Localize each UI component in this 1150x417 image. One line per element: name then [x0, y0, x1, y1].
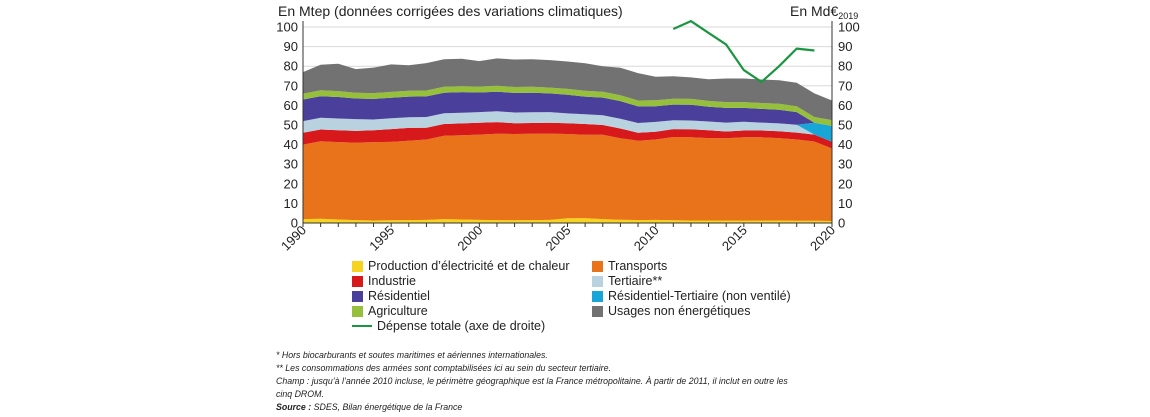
spending-line-path [672, 20, 815, 84]
legend-item-elec: Production d’électricité et de chaleur [352, 259, 570, 273]
y-tick-right-20: 20 [838, 176, 852, 191]
y-tick-left-90: 90 [284, 39, 298, 54]
area-series-7 [303, 58, 832, 121]
y-tick-right-60: 60 [838, 98, 852, 113]
source-text: SDES, Bilan énergétique de la France [311, 402, 463, 412]
legend-item-depense: Dépense totale (axe de droite) [352, 319, 545, 333]
x-tick-1990: 1990 [278, 223, 309, 254]
legend-item-tertiaire: Tertiaire** [592, 274, 662, 288]
legend-item-transports: Transports [592, 259, 667, 273]
y-tick-left-80: 80 [284, 59, 298, 74]
x-tick-2020: 2020 [807, 223, 838, 254]
footnote-scope: Champ : jusqu’à l’année 2010 incluse, le… [276, 376, 788, 386]
y-tick-left-40: 40 [284, 137, 298, 152]
right-axis-label-sub: 2019 [838, 11, 858, 21]
left-axis-label: En Mtep (données corrigées des variation… [278, 3, 623, 19]
axes [302, 21, 833, 227]
x-tick-2005: 2005 [543, 223, 574, 254]
area-series-3 [303, 111, 832, 142]
legend-swatch-elec [352, 260, 363, 272]
legend-swatch-agriculture [352, 305, 363, 317]
y-tick-left-30: 30 [284, 157, 298, 172]
legend-swatch-residentiel [352, 290, 363, 302]
right-axis-label-main: En Md€ [790, 3, 838, 19]
y-tick-left-60: 60 [284, 98, 298, 113]
right-axis-label: En Md€2019 [790, 3, 858, 21]
source-label: Source : [276, 402, 312, 412]
legend-swatch-tertiaire [592, 275, 603, 287]
area-series-5 [303, 91, 832, 126]
x-tick-1995: 1995 [366, 223, 397, 254]
footnote-scope-cont: cinq DROM. [276, 389, 324, 399]
y-tick-left-10: 10 [284, 196, 298, 211]
footnote-source: Source : SDES, Bilan énergétique de la F… [276, 401, 836, 414]
spending-line [672, 20, 815, 84]
y-tick-right-0: 0 [838, 216, 845, 231]
area-series-0 [303, 218, 832, 223]
legend-item-rt-nonventile: Résidentiel-Tertiaire (non ventilé) [592, 289, 791, 303]
footnote-2: ** Les consommations des armées sont com… [276, 363, 611, 373]
chart-area: En Mtep (données corrigées des variation… [276, 3, 860, 254]
area-series-6 [303, 85, 832, 126]
y-tick-right-90: 90 [838, 39, 852, 54]
y-tick-left-70: 70 [284, 78, 298, 93]
y-tick-right-50: 50 [838, 118, 852, 133]
y-tick-left-100: 100 [276, 20, 298, 35]
stacked-areas [303, 58, 832, 223]
y-tick-left-50: 50 [284, 118, 298, 133]
legend-swatch-non-energetique [592, 305, 603, 317]
x-tick-2000: 2000 [454, 223, 485, 254]
legend-swatch-industrie [352, 275, 363, 287]
y-tick-right-10: 10 [838, 196, 852, 211]
legend-swatch-depense [352, 325, 372, 327]
legend-item-industrie: Industrie [352, 274, 416, 288]
legend-item-agriculture: Agriculture [352, 304, 428, 318]
x-tick-2015: 2015 [719, 223, 750, 254]
legend-swatch-transports [592, 260, 603, 272]
footnote-1: * Hors biocarburants et soutes maritimes… [276, 350, 548, 360]
legend-swatch-rt-nonventile [592, 290, 603, 302]
y-tick-left-20: 20 [284, 176, 298, 191]
footnotes: * Hors biocarburants et soutes maritimes… [276, 349, 836, 414]
area-series-2 [303, 122, 832, 149]
y-tick-right-40: 40 [838, 137, 852, 152]
y-tick-right-30: 30 [838, 157, 852, 172]
area-series-1 [303, 133, 832, 221]
legend-item-non-energetique: Usages non énergétiques [592, 304, 750, 318]
y-tick-right-100: 100 [838, 20, 860, 35]
y-tick-left-0: 0 [291, 216, 298, 231]
legend-item-residentiel: Résidentiel [352, 289, 430, 303]
y-tick-right-70: 70 [838, 78, 852, 93]
x-tick-2010: 2010 [631, 223, 662, 254]
y-tick-right-80: 80 [838, 59, 852, 74]
